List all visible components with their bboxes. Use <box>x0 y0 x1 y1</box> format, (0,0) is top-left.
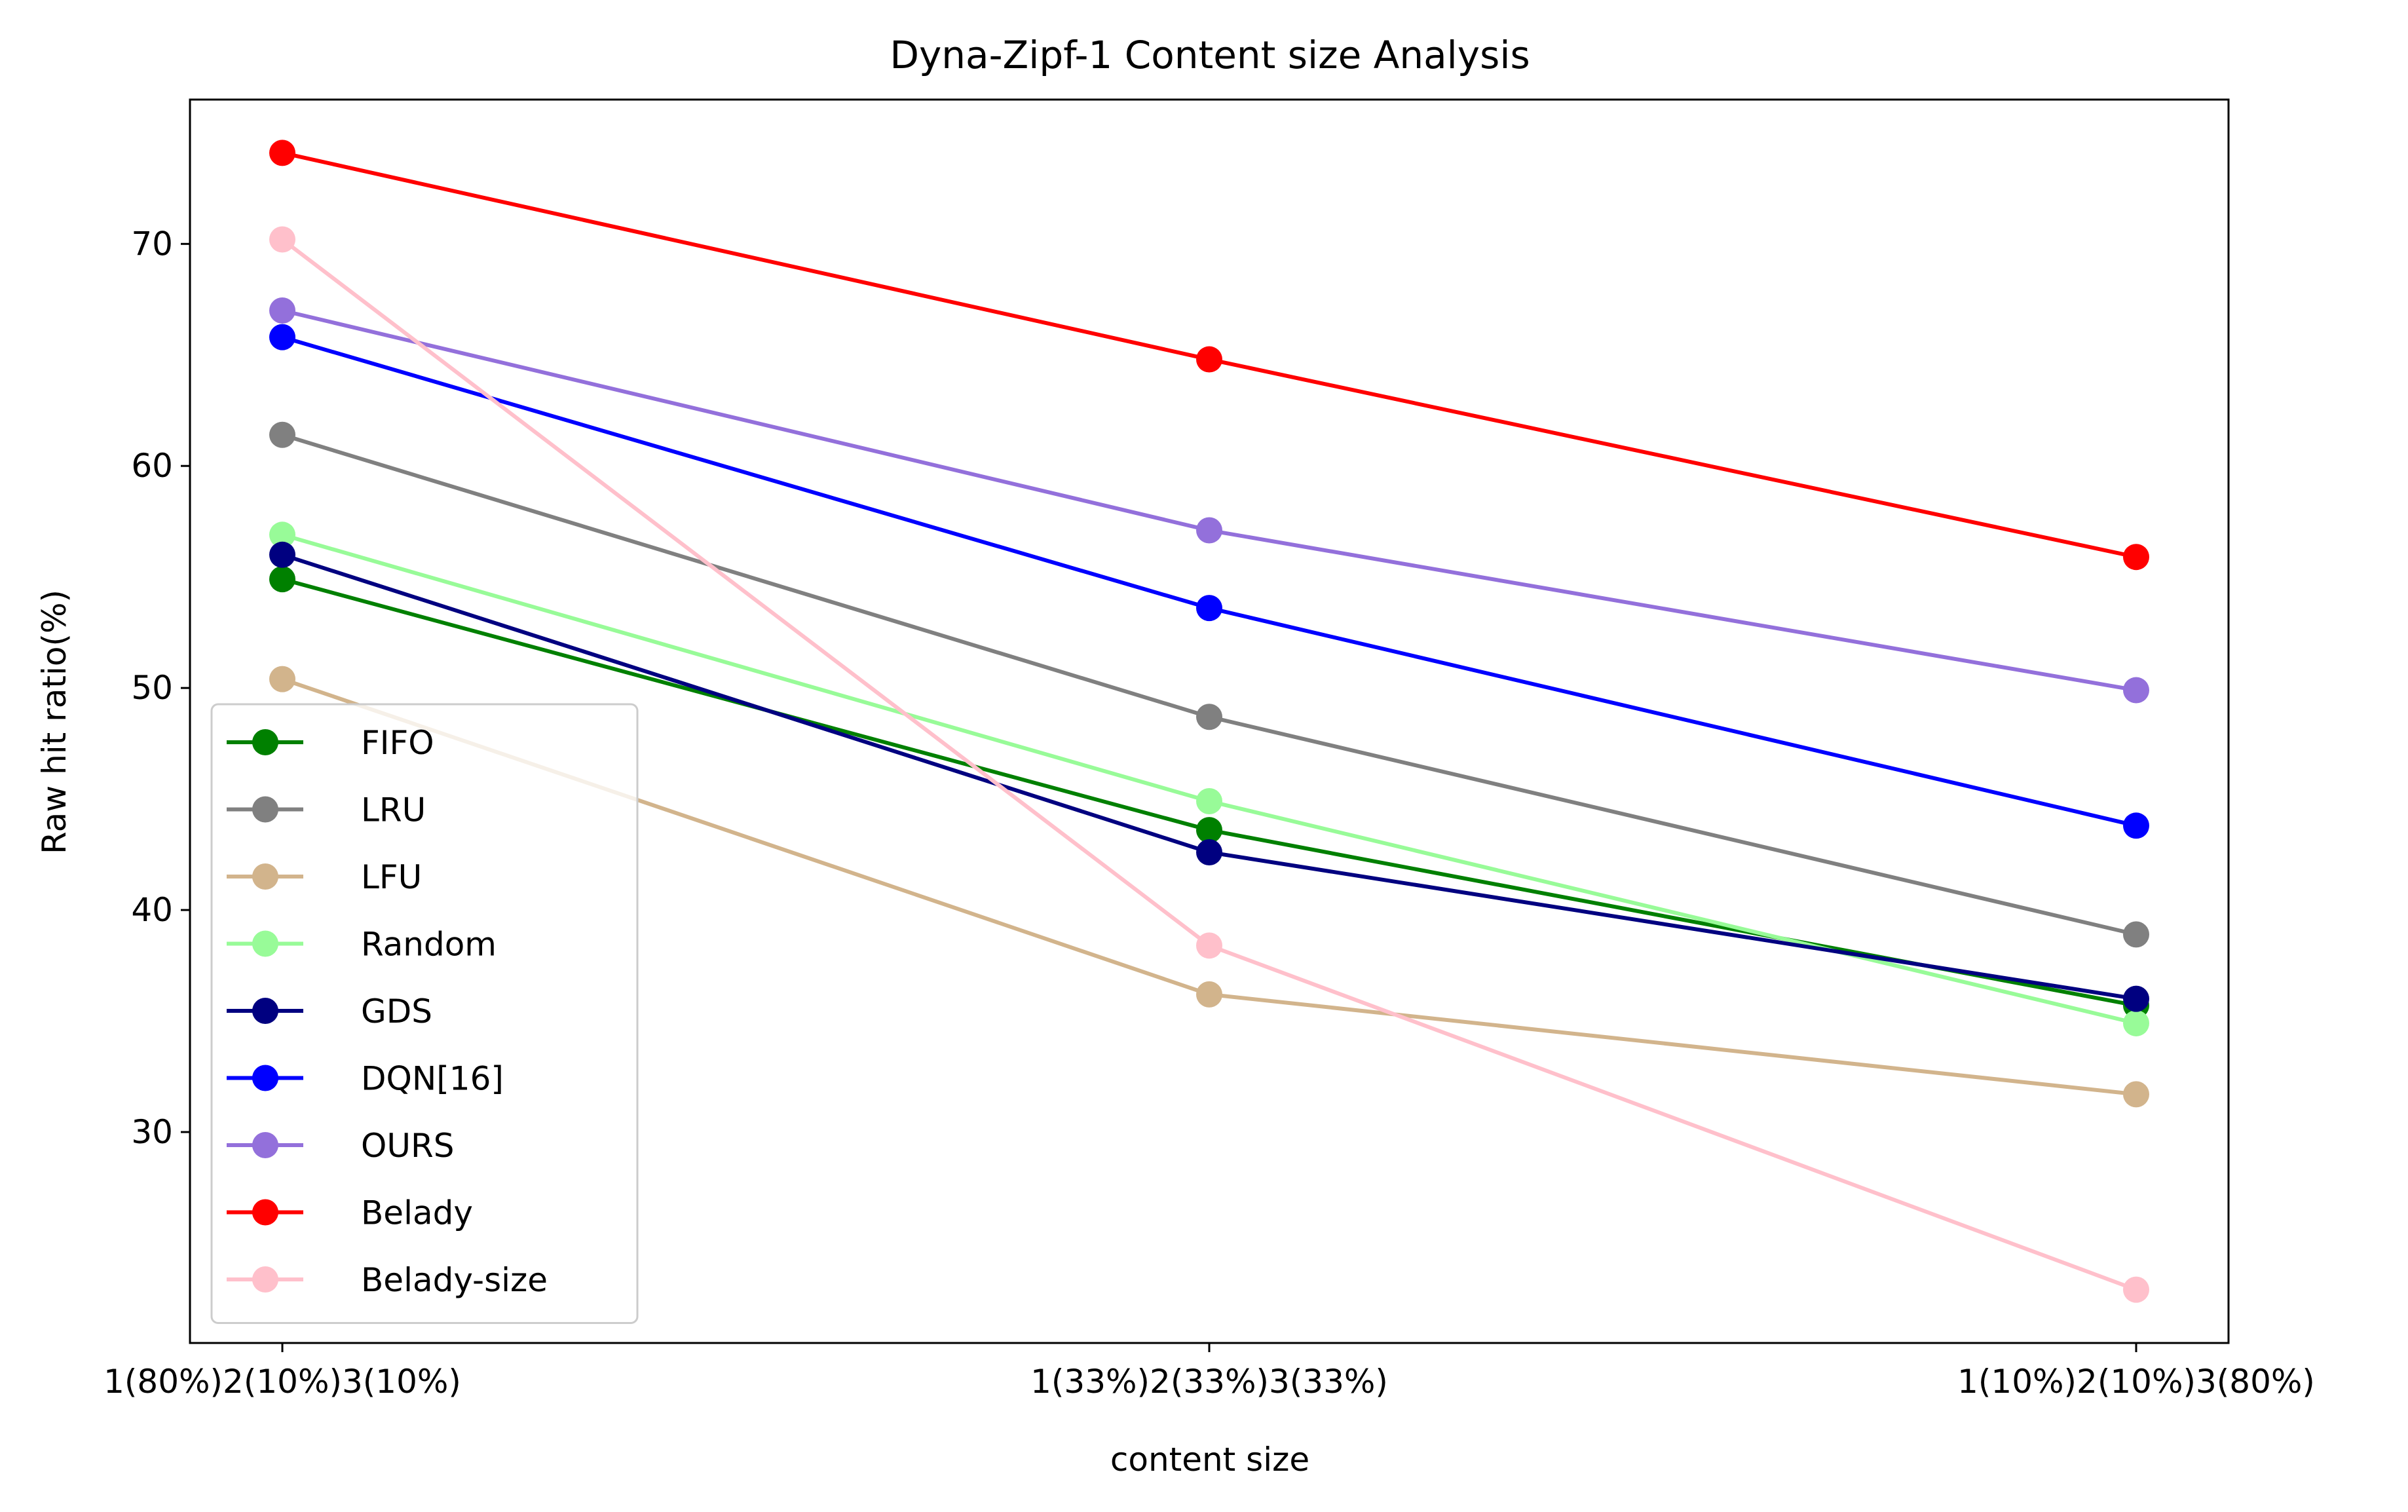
data-point-LFU <box>2123 1081 2149 1108</box>
x-tick-label: 1(10%)2(10%)3(80%) <box>1957 1363 2315 1401</box>
data-point-LRU <box>2123 921 2149 948</box>
data-point-Belady <box>1196 346 1222 373</box>
data-point-GDS <box>2123 985 2149 1012</box>
legend-label-OURS: OURS <box>361 1127 454 1165</box>
y-tick-label: 30 <box>131 1113 173 1151</box>
data-point-LRU <box>269 421 295 448</box>
data-point-FIFO <box>269 566 295 593</box>
legend-marker-Belady <box>252 1199 278 1226</box>
legend-marker-LRU <box>252 796 278 823</box>
data-point-Random <box>2123 1010 2149 1036</box>
legend-box <box>210 703 639 1324</box>
data-point-Belady-size <box>269 226 295 253</box>
legend-label-LRU: LRU <box>361 791 426 829</box>
legend: FIFO LRU LFU Random GDS DQN[16] OURS Belady Bela… <box>210 703 639 1324</box>
data-point-Belady <box>269 140 295 166</box>
data-point-Random <box>269 521 295 548</box>
data-point-LFU <box>1196 981 1222 1008</box>
x-axis-label: content size <box>1110 1441 1309 1479</box>
legend-marker-LFU <box>252 863 278 890</box>
data-point-Belady-size <box>2123 1276 2149 1303</box>
data-point-DQN[16] <box>269 324 295 350</box>
legend-label-GDS: GDS <box>361 992 432 1030</box>
legend-label-FIFO: FIFO <box>361 724 434 762</box>
data-point-OURS <box>1196 517 1222 544</box>
data-point-DQN[16] <box>2123 812 2149 839</box>
y-tick-label: 50 <box>131 669 173 707</box>
legend-label-DQN[16]: DQN[16] <box>361 1060 504 1098</box>
data-point-OURS <box>2123 677 2149 704</box>
data-point-Random <box>1196 788 1222 815</box>
y-tick-label: 60 <box>131 447 173 485</box>
y-axis-label: Raw hit ratio(%) <box>35 590 73 854</box>
legend-marker-Random <box>252 930 278 957</box>
data-point-OURS <box>269 297 295 324</box>
data-point-GDS <box>269 541 295 568</box>
x-tick-label: 1(80%)2(10%)3(10%) <box>103 1363 461 1401</box>
legend-marker-GDS <box>252 998 278 1024</box>
data-point-Belady-size <box>1196 932 1222 959</box>
legend-marker-Belady-size <box>252 1266 278 1293</box>
data-point-GDS <box>1196 839 1222 865</box>
y-tick-label: 70 <box>131 225 173 263</box>
x-tick-label: 1(33%)2(33%)3(33%) <box>1030 1363 1388 1401</box>
data-point-DQN[16] <box>1196 595 1222 622</box>
data-point-FIFO <box>1196 817 1222 844</box>
legend-marker-OURS <box>252 1132 278 1158</box>
data-point-LFU <box>269 666 295 692</box>
data-point-Belady <box>2123 544 2149 571</box>
y-tick-label: 40 <box>131 891 173 929</box>
legend-marker-DQN[16] <box>252 1065 278 1091</box>
legend-label-LFU: LFU <box>361 858 422 896</box>
legend-label-Belady-size: Belady-size <box>361 1261 548 1299</box>
legend-label-Random: Random <box>361 926 497 964</box>
data-point-LRU <box>1196 704 1222 730</box>
legend-marker-FIFO <box>252 729 278 755</box>
plot-area: 30 40 50 60 70 1(80%)2(10%)3(10%) 1(33%)2(33%)… <box>103 98 2315 1401</box>
chart-title: Dyna-Zipf-1 Content size Analysis <box>890 33 1530 77</box>
legend-label-Belady: Belady <box>361 1194 473 1232</box>
